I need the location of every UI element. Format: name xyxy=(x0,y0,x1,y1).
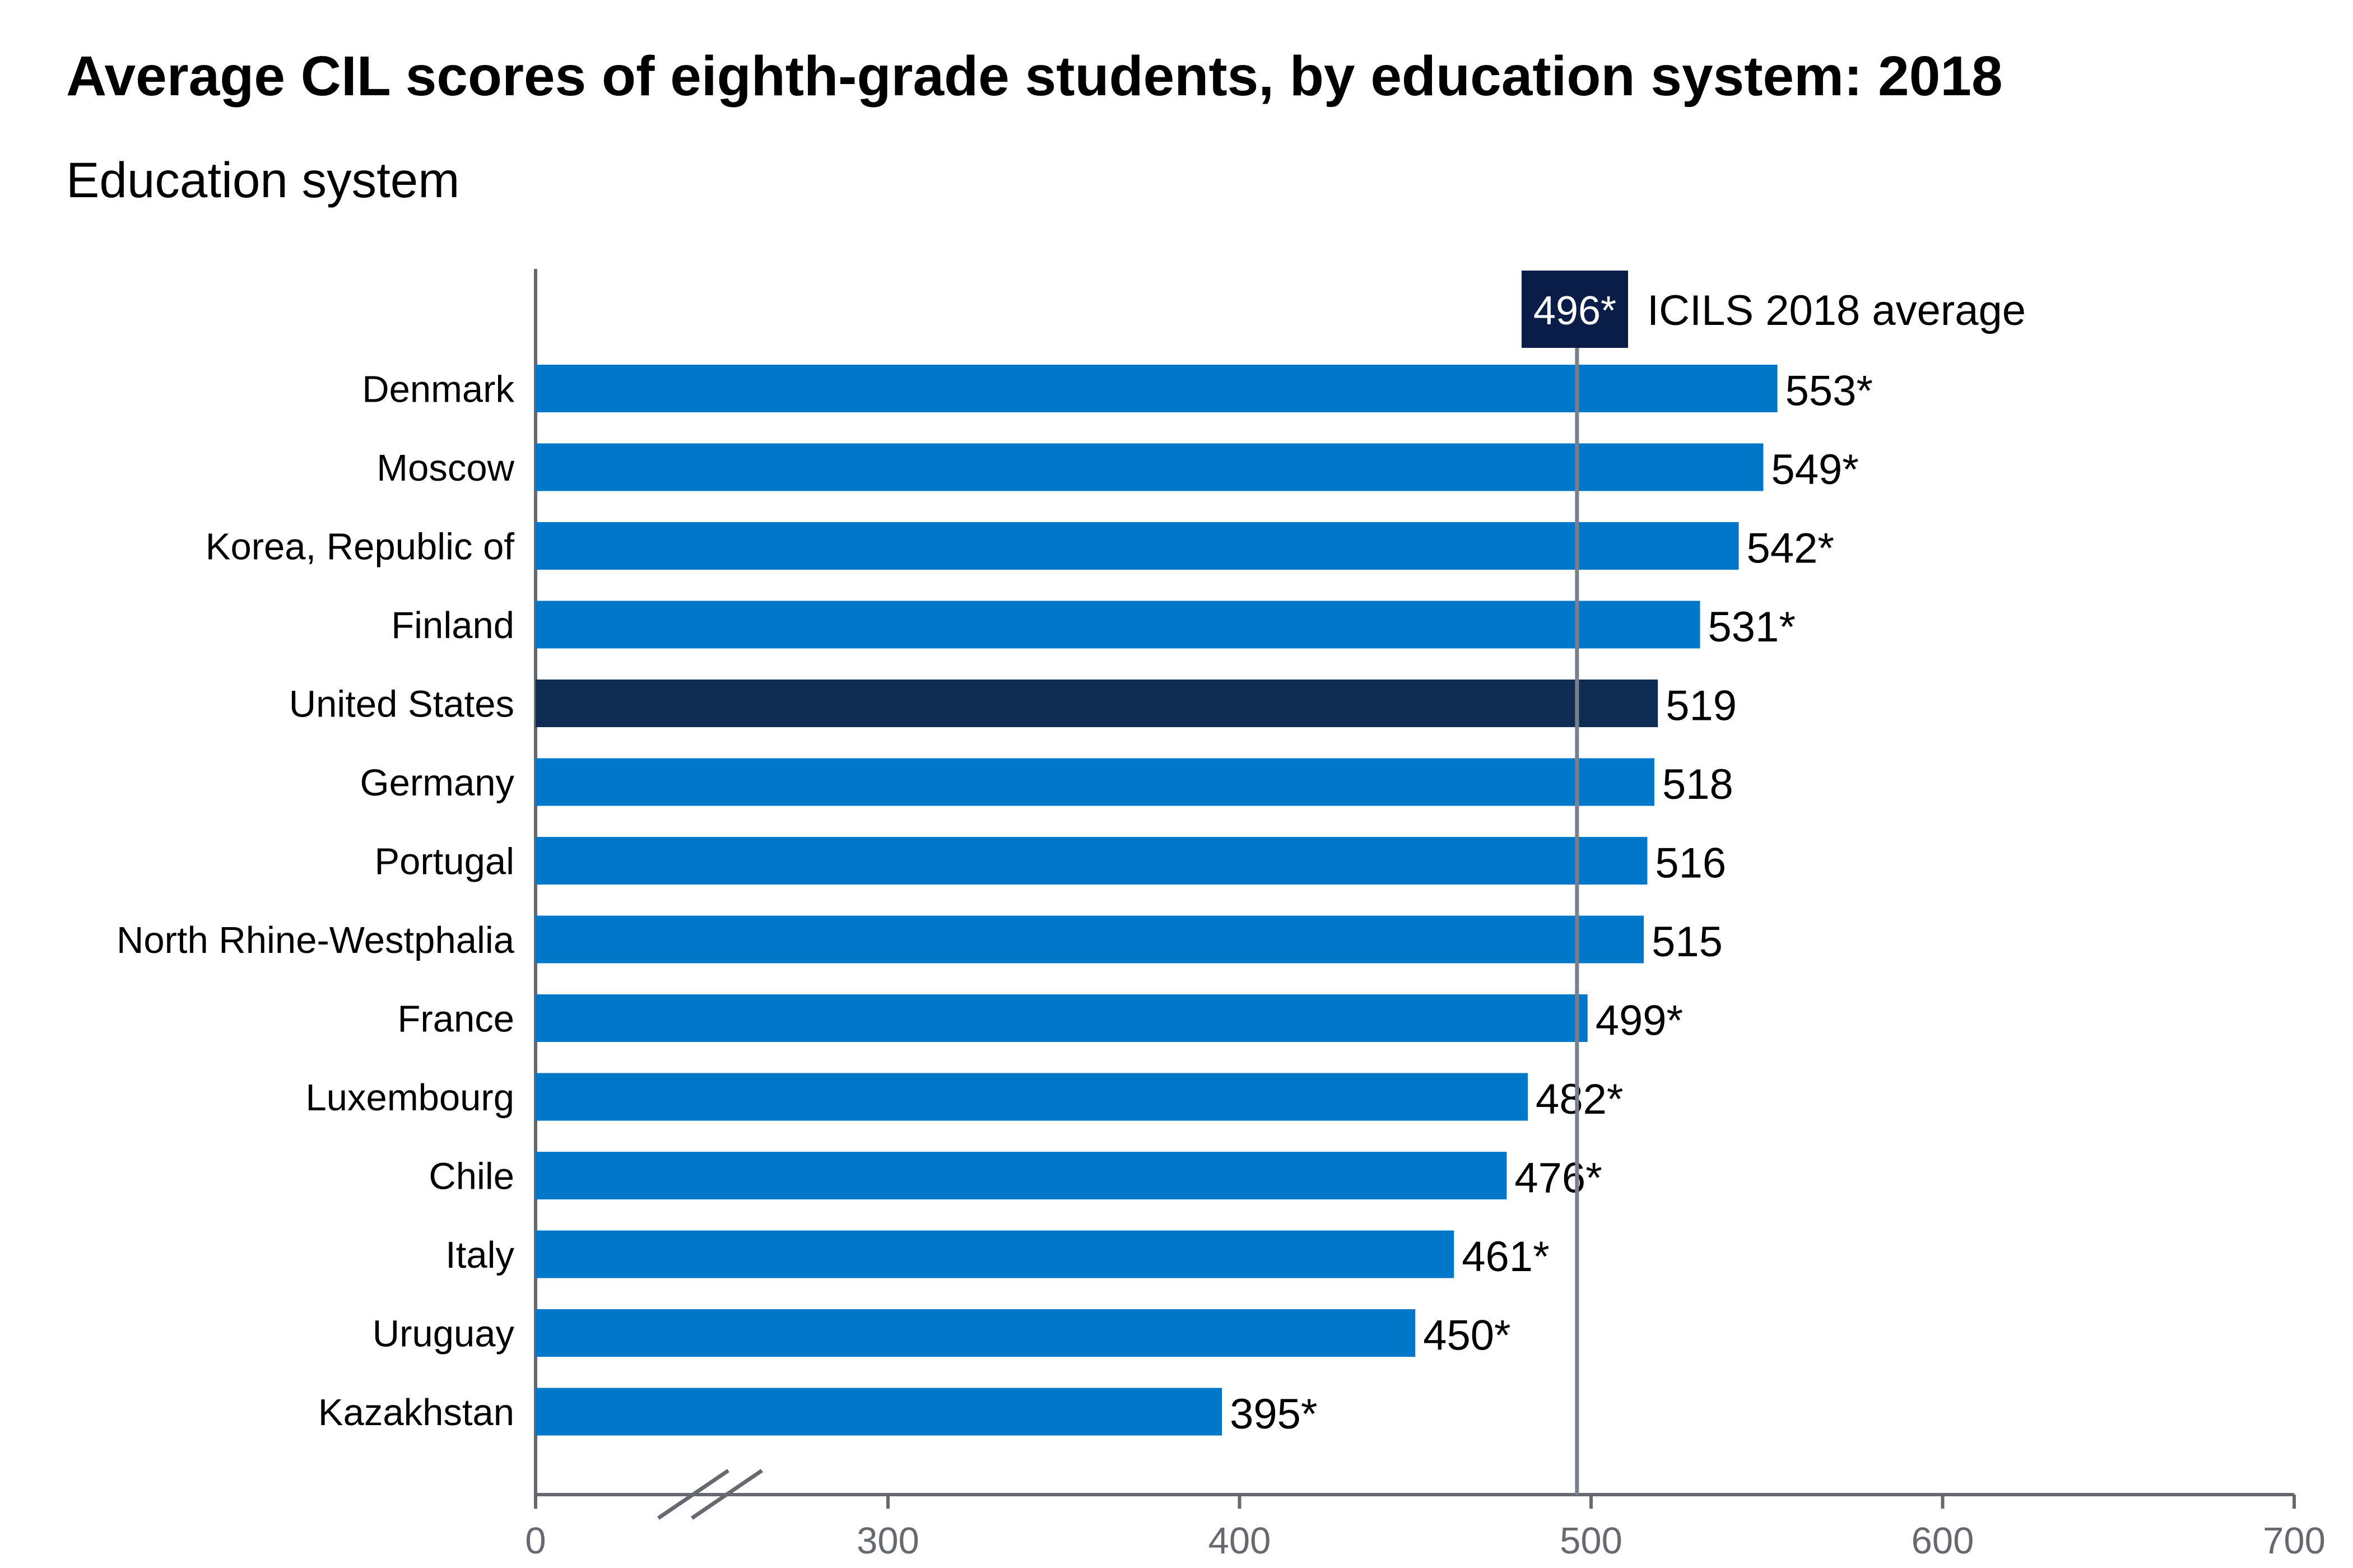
category-label: Italy xyxy=(445,1234,514,1276)
chart-title: Average CIL scores of eighth-grade stude… xyxy=(66,45,2003,108)
bar-portugal xyxy=(536,837,1648,885)
value-label: 515 xyxy=(1652,918,1723,966)
bar-kazakhstan xyxy=(536,1388,1222,1436)
category-label: Denmark xyxy=(362,369,514,411)
category-label: Portugal xyxy=(374,841,514,883)
value-label: 542* xyxy=(1747,525,1834,573)
category-label: North Rhine-Westphalia xyxy=(117,919,515,961)
bar-france xyxy=(536,994,1588,1042)
value-label: 499* xyxy=(1596,997,1683,1045)
plot-area: 0 300 400 500 600 700 Denmark 553* Moscow 549* Kor… xyxy=(117,269,2326,1562)
axis-break-mark xyxy=(657,1469,729,1520)
reference-badge-text: 496* xyxy=(1533,289,1616,333)
category-label: Finland xyxy=(391,604,514,646)
bar-moscow xyxy=(536,443,1764,491)
bar-luxembourg xyxy=(536,1073,1528,1121)
bar-finland xyxy=(536,601,1700,649)
value-label: 518 xyxy=(1662,761,1733,808)
reference-line-label: ICILS 2018 average xyxy=(1647,287,2026,334)
category-label: Uruguay xyxy=(373,1313,515,1355)
x-tick-label-400: 400 xyxy=(1208,1520,1271,1562)
chart-subtitle: Education system xyxy=(66,152,459,208)
value-label: 531* xyxy=(1708,603,1796,651)
category-label: United States xyxy=(289,683,514,725)
x-tick-label-300: 300 xyxy=(857,1520,919,1562)
bar-denmark xyxy=(536,365,1778,412)
value-label: 516 xyxy=(1655,840,1726,887)
category-label: Germany xyxy=(360,762,514,804)
value-label: 461* xyxy=(1462,1233,1549,1281)
bar-chile xyxy=(536,1152,1507,1199)
x-tick-label-0: 0 xyxy=(525,1520,546,1562)
category-label: Moscow xyxy=(376,447,514,489)
x-tick-label-600: 600 xyxy=(1912,1520,1974,1562)
value-label: 553* xyxy=(1785,367,1873,415)
bar-korea-republic-of xyxy=(536,522,1739,570)
value-label: 476* xyxy=(1514,1155,1602,1202)
axis-break-mark xyxy=(691,1469,763,1520)
bar-uruguay xyxy=(536,1309,1416,1357)
x-tick-label-700: 700 xyxy=(2263,1520,2326,1562)
value-label: 450* xyxy=(1423,1312,1510,1360)
value-label: 482* xyxy=(1536,1076,1623,1123)
category-label: Korea, Republic of xyxy=(206,526,515,568)
reference-badge xyxy=(1522,271,1628,348)
bar-italy xyxy=(536,1230,1454,1278)
bar-north-rhine-westphalia xyxy=(536,915,1644,964)
value-label: 549* xyxy=(1771,446,1858,494)
value-label: 519 xyxy=(1666,682,1737,730)
category-label: Chile xyxy=(429,1156,514,1198)
category-label: Luxembourg xyxy=(306,1077,514,1119)
value-label: 395* xyxy=(1230,1390,1317,1438)
x-tick-label-500: 500 xyxy=(1560,1520,1622,1562)
bar-germany xyxy=(536,758,1654,806)
category-label: France xyxy=(397,998,514,1040)
category-label: Kazakhstan xyxy=(318,1392,514,1434)
bar-united-states xyxy=(536,680,1658,727)
